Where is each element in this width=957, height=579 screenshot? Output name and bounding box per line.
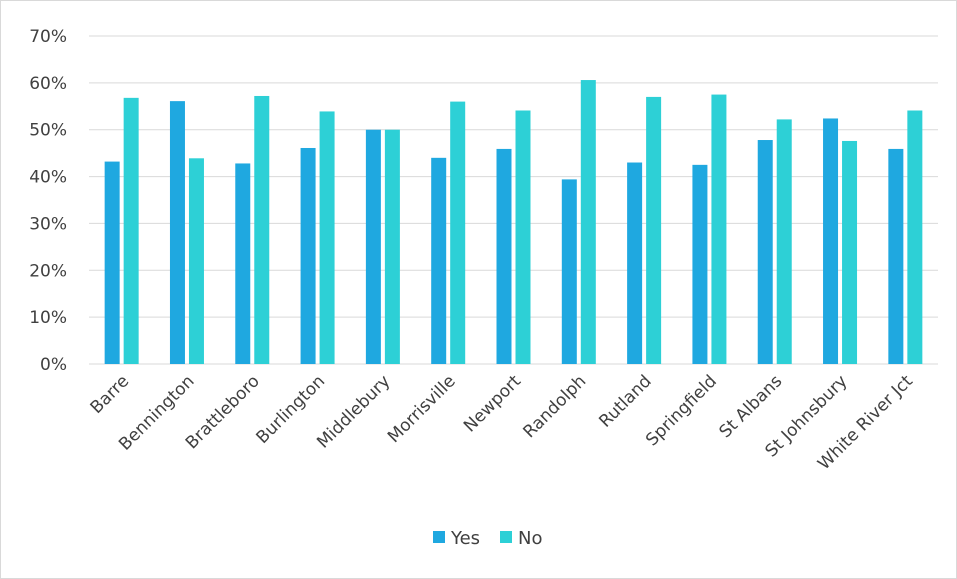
- bars: [104, 80, 923, 365]
- legend-swatch-no: [500, 531, 512, 543]
- bar-no-st-johnsbury: [842, 140, 858, 364]
- bar-no-white-river-jct: [907, 110, 923, 364]
- bar-no-barre: [123, 97, 139, 364]
- bar-yes-rutland: [627, 162, 643, 364]
- bar-yes-bennington: [169, 101, 185, 364]
- legend-swatch-yes: [433, 531, 445, 543]
- x-tick-label: Barre: [87, 371, 134, 418]
- y-tick-label: 30%: [29, 214, 67, 234]
- bar-yes-brattleboro: [235, 163, 251, 364]
- legend-label-yes: Yes: [450, 528, 480, 549]
- bar-no-middlebury: [384, 129, 400, 364]
- gridlines: [89, 35, 938, 365]
- bar-no-randolph: [580, 80, 596, 364]
- x-axis-ticks: BarreBenningtonBrattleboroBurlingtonMidd…: [87, 371, 917, 474]
- bar-yes-white-river-jct: [888, 148, 904, 364]
- bar-yes-middlebury: [365, 129, 381, 364]
- x-tick-label: Rutland: [595, 371, 655, 431]
- bar-no-newport: [515, 110, 531, 364]
- y-tick-label: 10%: [29, 308, 67, 328]
- bar-yes-st-albans: [757, 140, 773, 364]
- y-axis-ticks: 0% 10% 20% 30% 40% 50% 60% 70%: [29, 27, 67, 375]
- bar-yes-burlington: [300, 147, 316, 364]
- bar-no-springfield: [711, 94, 727, 365]
- y-tick-label: 40%: [29, 168, 67, 188]
- bar-no-brattleboro: [254, 95, 270, 364]
- bar-yes-morrisville: [431, 157, 447, 364]
- y-tick-label: 50%: [29, 121, 67, 141]
- y-tick-label: 0%: [40, 355, 67, 375]
- x-tick-label: St Albans: [716, 371, 787, 442]
- bar-no-burlington: [319, 111, 335, 364]
- bar-no-bennington: [188, 158, 204, 364]
- y-tick-label: 60%: [29, 74, 67, 94]
- x-tick-label: Randolph: [520, 371, 591, 442]
- y-tick-label: 20%: [29, 261, 67, 281]
- x-tick-label: Newport: [460, 371, 525, 436]
- bar-no-st-albans: [776, 119, 792, 364]
- legend-label-no: No: [518, 528, 542, 549]
- bar-yes-st-johnsbury: [823, 118, 839, 365]
- bar-no-morrisville: [450, 101, 466, 364]
- x-tick-label: Morrisville: [384, 371, 460, 447]
- x-tick-label: Springfield: [642, 371, 721, 450]
- bar-yes-randolph: [561, 179, 577, 364]
- legend: Yes No: [433, 528, 542, 549]
- y-tick-label: 70%: [29, 27, 67, 47]
- bar-yes-newport: [496, 148, 512, 364]
- bar-yes-barre: [104, 161, 120, 364]
- bar-no-rutland: [646, 96, 662, 365]
- bar-yes-springfield: [692, 164, 708, 364]
